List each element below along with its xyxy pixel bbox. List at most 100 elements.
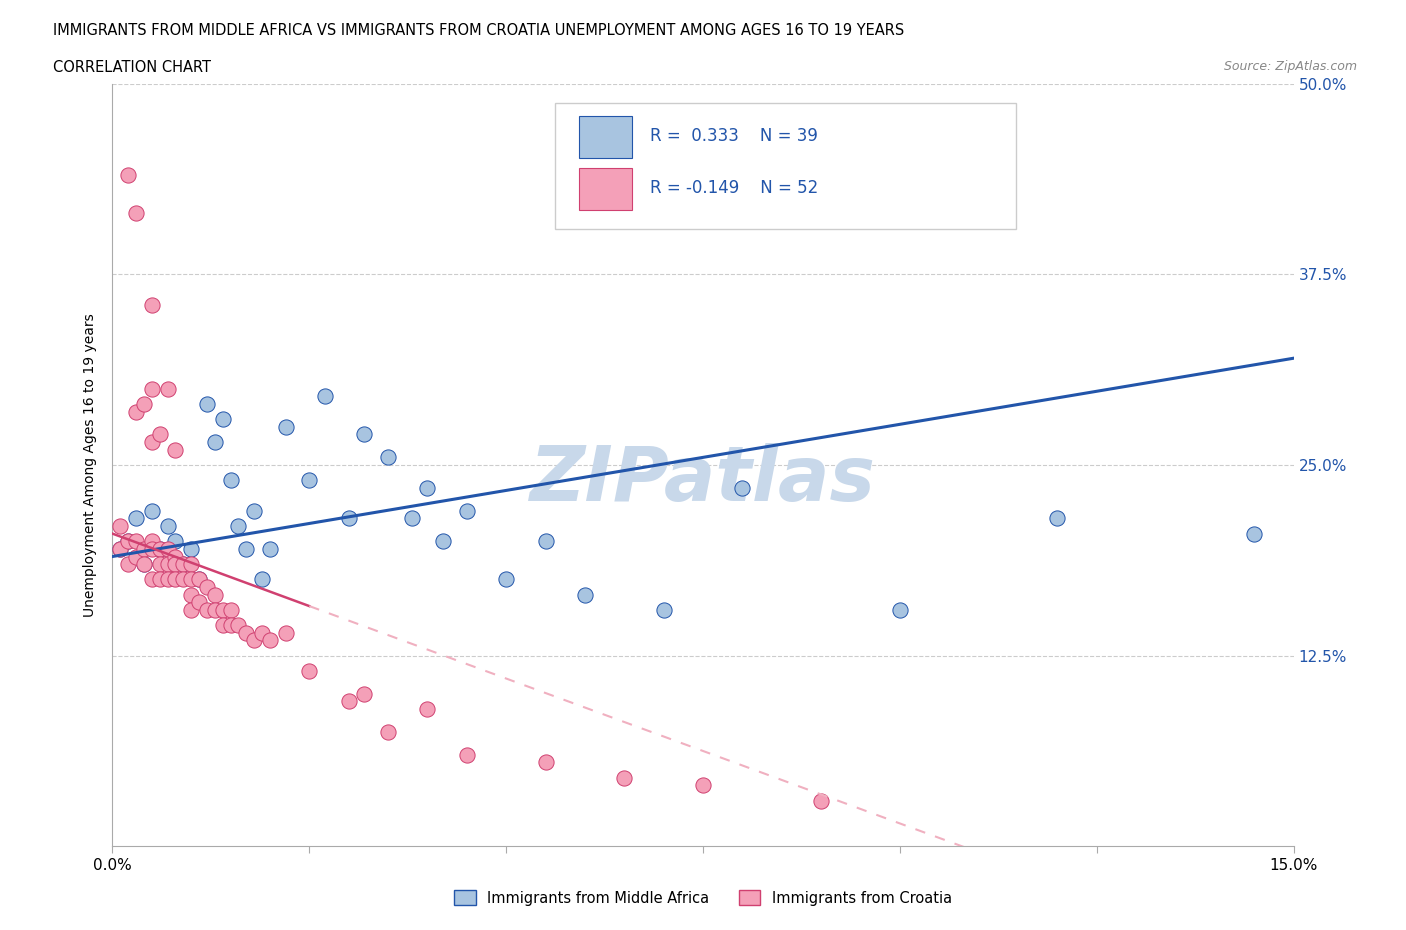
Point [534,534,557,549]
Point [574,587,596,602]
Point [204,603,226,618]
Point [165,557,187,572]
Point [172,557,194,572]
Point [165,572,187,587]
Point [132,541,155,556]
Text: CORRELATION CHART: CORRELATION CHART [53,60,211,75]
Point [250,572,273,587]
Point [298,663,321,678]
Point [156,557,179,572]
Point [172,557,194,572]
Point [188,595,211,610]
Point [219,472,242,487]
Point [132,396,155,411]
Point [243,633,266,648]
Point [259,541,281,556]
Point [235,541,257,556]
Point [377,450,399,465]
Bar [579,167,633,209]
Point [117,557,139,572]
Point [353,686,375,701]
Point [180,541,202,556]
Point [274,625,297,640]
Point [125,549,148,564]
Point [211,412,233,427]
Point [141,541,163,556]
Point [243,503,266,518]
Point [180,557,202,572]
Point [110,541,132,556]
Point [353,427,375,442]
Point [156,572,179,587]
Point [534,755,557,770]
Point [156,541,179,556]
Point [456,748,478,763]
Point [219,618,242,632]
Point [132,557,155,572]
Point [613,770,636,785]
Point [377,724,399,739]
Point [117,167,139,182]
Text: Source: ZipAtlas.com: Source: ZipAtlas.com [1223,60,1357,73]
Point [125,511,148,525]
Point [117,534,139,549]
Point [110,541,132,556]
FancyBboxPatch shape [555,103,1017,229]
Point [188,572,211,587]
Point [228,519,250,534]
Legend: Immigrants from Middle Africa, Immigrants from Croatia: Immigrants from Middle Africa, Immigrant… [449,884,957,911]
Point [149,427,172,442]
Point [132,557,155,572]
Point [1243,526,1265,541]
Point [125,206,148,220]
Point [141,434,163,449]
Point [125,534,148,549]
Point [228,618,250,632]
Point [180,603,202,618]
Point [810,138,832,153]
Point [141,572,163,587]
Point [211,618,233,632]
Text: R = -0.149    N = 52: R = -0.149 N = 52 [650,179,818,197]
Point [188,572,211,587]
Point [235,625,257,640]
Point [219,603,242,618]
Point [156,519,179,534]
Point [495,572,517,587]
Point [180,572,202,587]
Bar [579,116,633,158]
Point [274,419,297,434]
Point [731,481,754,496]
Point [195,396,218,411]
Point [165,534,187,549]
Point [416,481,439,496]
Point [165,549,187,564]
Point [211,603,233,618]
Point [149,541,172,556]
Point [250,625,273,640]
Point [141,381,163,396]
Point [889,603,911,618]
Point [149,557,172,572]
Point [172,572,194,587]
Point [432,534,454,549]
Point [195,579,218,594]
Point [1046,511,1069,525]
Point [117,534,139,549]
Point [180,587,202,602]
Point [810,793,832,808]
Point [259,633,281,648]
Point [337,694,360,709]
Text: IMMIGRANTS FROM MIDDLE AFRICA VS IMMIGRANTS FROM CROATIA UNEMPLOYMENT AMONG AGES: IMMIGRANTS FROM MIDDLE AFRICA VS IMMIGRA… [53,23,904,38]
Point [204,587,226,602]
Text: ZIPatlas: ZIPatlas [530,444,876,517]
Point [141,298,163,312]
Point [652,603,675,618]
Point [401,511,423,525]
Point [149,572,172,587]
Point [125,405,148,419]
Point [110,519,132,534]
Point [156,381,179,396]
Point [195,603,218,618]
Text: R =  0.333    N = 39: R = 0.333 N = 39 [650,126,818,144]
